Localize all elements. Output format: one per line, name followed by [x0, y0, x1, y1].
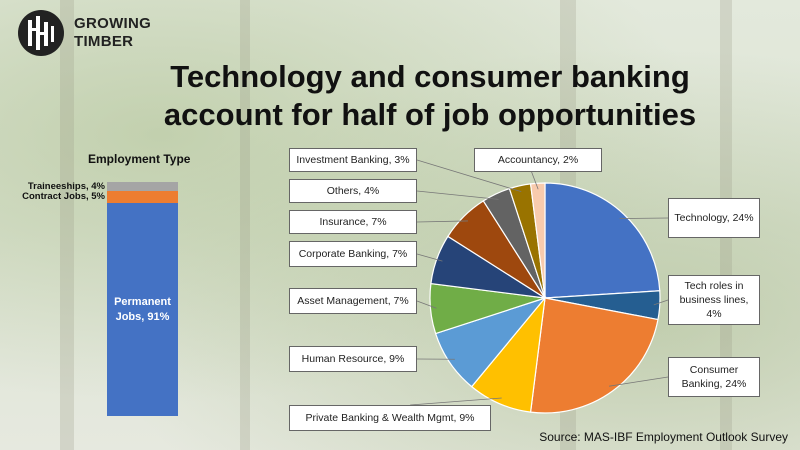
- pie-leader-line: [609, 376, 669, 387]
- page-title: Technology and consumer banking account …: [100, 58, 760, 134]
- logo-line2: TIMBER: [74, 33, 134, 50]
- pie-label-tech-roles-in-business-lines: Tech roles in business lines, 4%: [668, 275, 760, 325]
- bar-label-traineeships: Traineeships, 4%: [27, 180, 105, 192]
- bar-segment-contract-jobs: [107, 191, 178, 204]
- pie-leader-line: [619, 217, 669, 219]
- pie-label-corporate-banking: Corporate Banking, 7%: [289, 241, 417, 267]
- pie-label-asset-management: Asset Management, 7%: [289, 288, 417, 314]
- pie-leader-line: [531, 171, 539, 190]
- employment-type-title: Employment Type: [88, 152, 191, 166]
- pie-label-accountancy: Accountancy, 2%: [474, 148, 602, 172]
- pie-leader-line: [416, 253, 443, 262]
- pie-leader-line: [416, 190, 499, 200]
- pie-label-insurance: Insurance, 7%: [289, 210, 417, 234]
- logo: GROWING TIMBER: [18, 10, 151, 56]
- pie-leader-line: [416, 300, 437, 309]
- pie-slice-technology: [544, 182, 661, 299]
- pie-leader-line: [416, 159, 522, 193]
- bar-label-permanent-jobs: Permanent Jobs, 91%: [114, 295, 171, 323]
- pie-slice-consumer-banking: [529, 297, 659, 414]
- title-line1: Technology and consumer banking: [170, 59, 690, 94]
- pie-label-consumer-banking: Consumer Banking, 24%: [668, 357, 760, 397]
- pie-label-others: Others, 4%: [289, 179, 417, 203]
- pie-label-technology: Technology, 24%: [668, 198, 760, 238]
- pie-slice-accountancy: [529, 182, 546, 299]
- pie-label-investment-banking: Investment Banking, 3%: [289, 148, 417, 172]
- pie-label-private-banking-wealth-mgmt: Private Banking & Wealth Mgmt, 9%: [289, 405, 491, 431]
- pie-leader-line: [653, 299, 669, 306]
- tree-logo-icon: [18, 10, 64, 56]
- logo-line1: GROWING: [74, 15, 152, 32]
- pie-label-human-resource: Human Resource, 9%: [289, 346, 417, 372]
- employment-type-stacked-bar: [107, 182, 178, 416]
- pie-leader-line: [410, 397, 502, 406]
- bar-label-contract-jobs: Contract Jobs, 5%: [22, 191, 105, 203]
- bar-segment-permanent-jobs: [107, 203, 178, 416]
- source-note: Source: MAS-IBF Employment Outlook Surve…: [539, 430, 788, 444]
- title-line2: account for half of job opportunities: [163, 97, 697, 132]
- pie-leader-line: [416, 220, 468, 223]
- bar-segment-traineeships: [107, 182, 178, 192]
